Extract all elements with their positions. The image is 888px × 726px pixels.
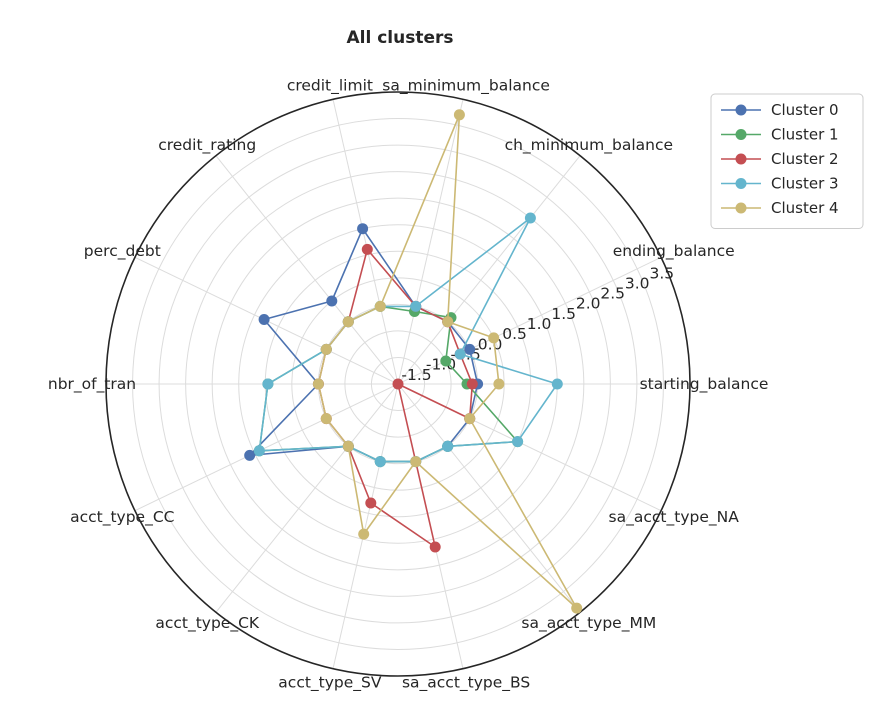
data-point <box>392 378 404 390</box>
r-tick-label: 2.0 <box>576 295 601 313</box>
data-point <box>512 436 524 448</box>
data-point <box>493 378 505 390</box>
grid-spoke <box>215 155 399 385</box>
legend-frame <box>710 93 864 229</box>
data-point <box>464 413 476 425</box>
axis-labels: starting_balance ending_balance ch_minimum… <box>48 77 769 693</box>
grid-spoke <box>397 99 464 385</box>
axis-label-ending-balance: ending_balance <box>613 242 735 261</box>
series-cluster-4 <box>312 109 583 614</box>
grid-spoke <box>215 383 399 613</box>
data-point <box>326 295 338 307</box>
grid-spoke <box>134 383 399 512</box>
grid-spoke <box>332 99 399 385</box>
data-point <box>442 440 454 452</box>
axis-label-credit-rating: credit_rating <box>158 136 256 155</box>
axis-label-sa-acct-type-BS: sa_acct_type_BS <box>402 673 530 692</box>
data-point <box>571 602 583 614</box>
r-tick-label: 3.0 <box>625 274 650 292</box>
data-point <box>320 413 332 425</box>
data-point <box>454 348 466 360</box>
r-tick-label: 0.5 <box>502 325 527 343</box>
outer-frame <box>105 91 691 677</box>
series-cluster-2 <box>312 243 478 553</box>
chart-title: All clusters <box>346 28 453 48</box>
axis-label-credit-limit: credit_limit <box>287 77 373 96</box>
r-tick-label: 1.0 <box>527 315 552 333</box>
grid-spoke <box>332 383 399 669</box>
axis-label-acct-type-CC: acct_type_CC <box>70 508 174 527</box>
data-point <box>488 332 500 344</box>
axis-label-sa-minimum-balance: sa_minimum_balance <box>382 77 550 96</box>
legend-label: Cluster 4 <box>771 199 839 217</box>
legend-marker <box>735 129 747 140</box>
data-point <box>524 212 536 224</box>
data-point <box>342 440 354 452</box>
axis-label-sa-acct-type-NA: sa_acct_type_NA <box>609 508 740 527</box>
legend-label: Cluster 2 <box>771 150 839 168</box>
legend-label: Cluster 0 <box>771 101 839 119</box>
data-point <box>365 497 377 509</box>
legend: Cluster 0 Cluster 1 Cluster 2 Cluster 3 Clus… <box>710 93 864 229</box>
radial-tick-labels: -1.5-1.0-0.50.00.51.01.52.02.53.03.5 <box>401 264 674 384</box>
axis-label-starting-balance: starting_balance <box>640 375 769 394</box>
grid-spoke <box>397 155 581 385</box>
data-point <box>358 528 370 540</box>
data-point <box>312 378 324 390</box>
axis-label-ch-minimum-balance: ch_minimum_balance <box>505 136 673 155</box>
r-tick-label: 3.5 <box>649 264 674 282</box>
legend-marker <box>735 178 747 189</box>
legend-label: Cluster 1 <box>771 126 839 144</box>
grid-spoke <box>397 383 581 613</box>
data-point <box>551 378 563 390</box>
data-point <box>410 300 422 312</box>
legend-marker <box>735 104 747 116</box>
axis-label-sa-acct-type-MM: sa_acct_type_MM <box>521 614 656 633</box>
r-tick-label: 1.5 <box>551 305 576 323</box>
data-point <box>244 449 256 461</box>
data-point <box>410 456 422 468</box>
data-point <box>442 316 454 328</box>
data-point <box>466 378 478 390</box>
data-point <box>357 223 369 235</box>
axis-label-nbr-of-tran: nbr_of_tran <box>48 375 136 394</box>
axis-label-acct-type-CK: acct_type_CK <box>155 614 260 633</box>
data-point <box>374 300 386 312</box>
axis-label-acct-type-SV: acct_type_SV <box>278 673 382 692</box>
axis-label-perc-debt: perc_debt <box>84 242 161 261</box>
data-point <box>253 445 265 457</box>
legend-marker <box>735 202 747 214</box>
data-point <box>258 314 270 325</box>
data-point <box>361 243 373 255</box>
r-tick-label: 2.5 <box>600 285 625 303</box>
data-point <box>374 456 386 468</box>
data-point <box>464 343 476 355</box>
series-layer <box>244 109 583 614</box>
legend-label: Cluster 3 <box>771 175 839 193</box>
data-point <box>262 378 274 390</box>
r-tick-label: -1.5 <box>401 366 431 384</box>
data-point <box>342 316 354 328</box>
data-point <box>320 343 332 355</box>
data-point <box>440 355 452 367</box>
data-point <box>453 109 465 121</box>
data-point <box>429 541 441 553</box>
legend-marker <box>735 153 747 165</box>
